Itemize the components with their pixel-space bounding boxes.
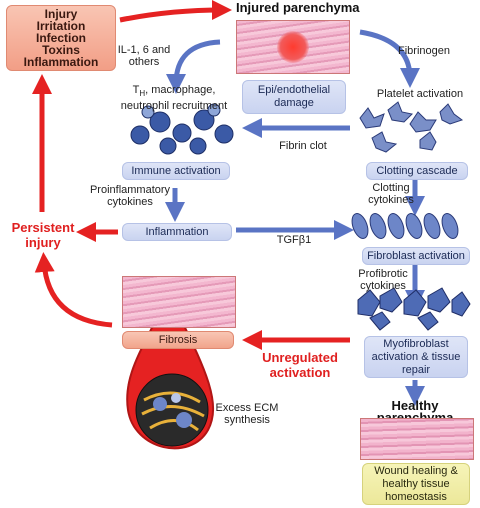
th-prefix: T [132, 84, 140, 96]
ecm-blob-illustration [126, 289, 215, 450]
fibroblasts-illustration [351, 213, 459, 239]
arrow-fibrosis-to-persistent [34, 252, 113, 328]
immune-activation-node: Immune activation [122, 162, 230, 180]
cause-inflammation: Inflammation [23, 55, 99, 69]
fibrosis-node: Fibrosis [122, 331, 234, 349]
immune-cells-illustration [130, 103, 234, 155]
profibrotic-cytokines-label: Profibrotic cytokines [358, 268, 408, 292]
tgf-beta1-label: TGFβ1 [276, 234, 312, 246]
arrow-injured-to-platelet [359, 29, 420, 88]
arrow-causes-to-injured [119, 0, 232, 23]
myofibroblast-node: Myofibroblast activation & tissue repair [364, 336, 468, 378]
epi-damage-node: Epi/endothelial damage [242, 80, 346, 114]
cause-irritation: Irritation [36, 19, 86, 33]
wound-healing-node: Wound healing & healthy tissue homeostas… [362, 463, 470, 505]
clotting-cytokines-label: Clotting cytokines [368, 182, 414, 206]
platelet-activation-label: Platelet activation [376, 88, 464, 100]
proinflammatory-cytokines-label: Proinflammatory cytokines [89, 184, 171, 208]
il-label: IL-1, 6 and others [117, 44, 171, 68]
cause-injury: Injury [44, 7, 78, 21]
healthy-tissue-image [360, 418, 474, 460]
fibrin-clot-label: Fibrin clot [279, 140, 327, 152]
injured-parenchyma-title: Injured parenchyma [236, 0, 360, 15]
cause-infection: Infection [36, 31, 86, 45]
th-subscript: H [139, 89, 146, 99]
clotting-cascade-node: Clotting cascade [366, 162, 468, 180]
inflammation-node: Inflammation [122, 223, 232, 241]
arrow-injured-to-immune [166, 39, 221, 94]
fibrosis-tissue-image [122, 276, 236, 328]
injury-spot [277, 31, 309, 63]
th-rest: , macrophage, neutrophil recruitment [120, 84, 228, 113]
myofibroblasts-illustration [357, 287, 471, 331]
platelets-illustration [359, 101, 464, 153]
fibroblast-activation-node: Fibroblast activation [362, 247, 470, 265]
causes-box: Injury Irritation Infection Toxins Infla… [6, 5, 116, 71]
persistent-injury-label: Persistent injury [11, 220, 75, 250]
unregulated-activation-label: Unregulated activation [262, 350, 338, 380]
th-recruitment-label: TH, macrophage, neutrophil recruitment [112, 84, 236, 112]
cause-toxins: Toxins [42, 43, 80, 57]
fibrinogen-label: Fibrinogen [398, 45, 450, 57]
excess-ecm-label: Excess ECM synthesis [215, 402, 279, 426]
injured-tissue-image [236, 20, 350, 74]
